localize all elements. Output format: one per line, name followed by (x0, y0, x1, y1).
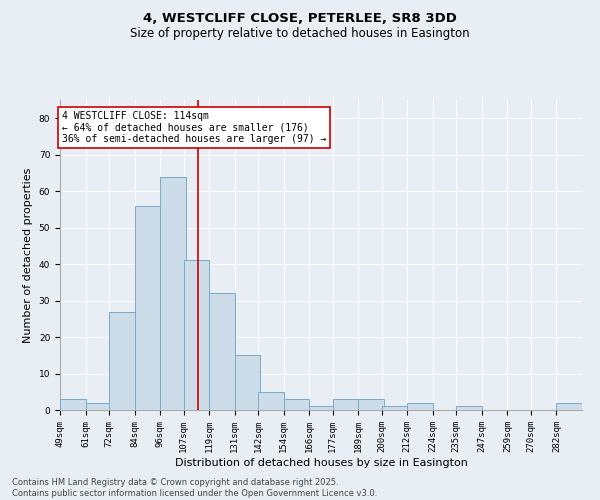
Bar (184, 260, 209, 410)
Bar (60, 399, 86, 410)
Bar (258, 392, 284, 410)
Bar (86, 402, 111, 410)
Bar (309, 406, 335, 410)
Bar (134, 206, 160, 410)
Bar (209, 294, 235, 410)
Y-axis label: Number of detached properties: Number of detached properties (23, 168, 33, 342)
Bar (284, 399, 309, 410)
Bar (235, 356, 260, 410)
Text: Size of property relative to detached houses in Easington: Size of property relative to detached ho… (130, 28, 470, 40)
Bar (358, 399, 384, 410)
Bar (556, 402, 582, 410)
Bar (407, 402, 433, 410)
Bar (333, 399, 358, 410)
Text: 4, WESTCLIFF CLOSE, PETERLEE, SR8 3DD: 4, WESTCLIFF CLOSE, PETERLEE, SR8 3DD (143, 12, 457, 26)
Bar (456, 406, 482, 410)
Text: Contains HM Land Registry data © Crown copyright and database right 2025.
Contai: Contains HM Land Registry data © Crown c… (12, 478, 377, 498)
Bar (109, 312, 134, 410)
X-axis label: Distribution of detached houses by size in Easington: Distribution of detached houses by size … (175, 458, 467, 468)
Bar (382, 406, 407, 410)
Bar (160, 176, 186, 410)
Text: 4 WESTCLIFF CLOSE: 114sqm
← 64% of detached houses are smaller (176)
36% of semi: 4 WESTCLIFF CLOSE: 114sqm ← 64% of detac… (62, 111, 326, 144)
